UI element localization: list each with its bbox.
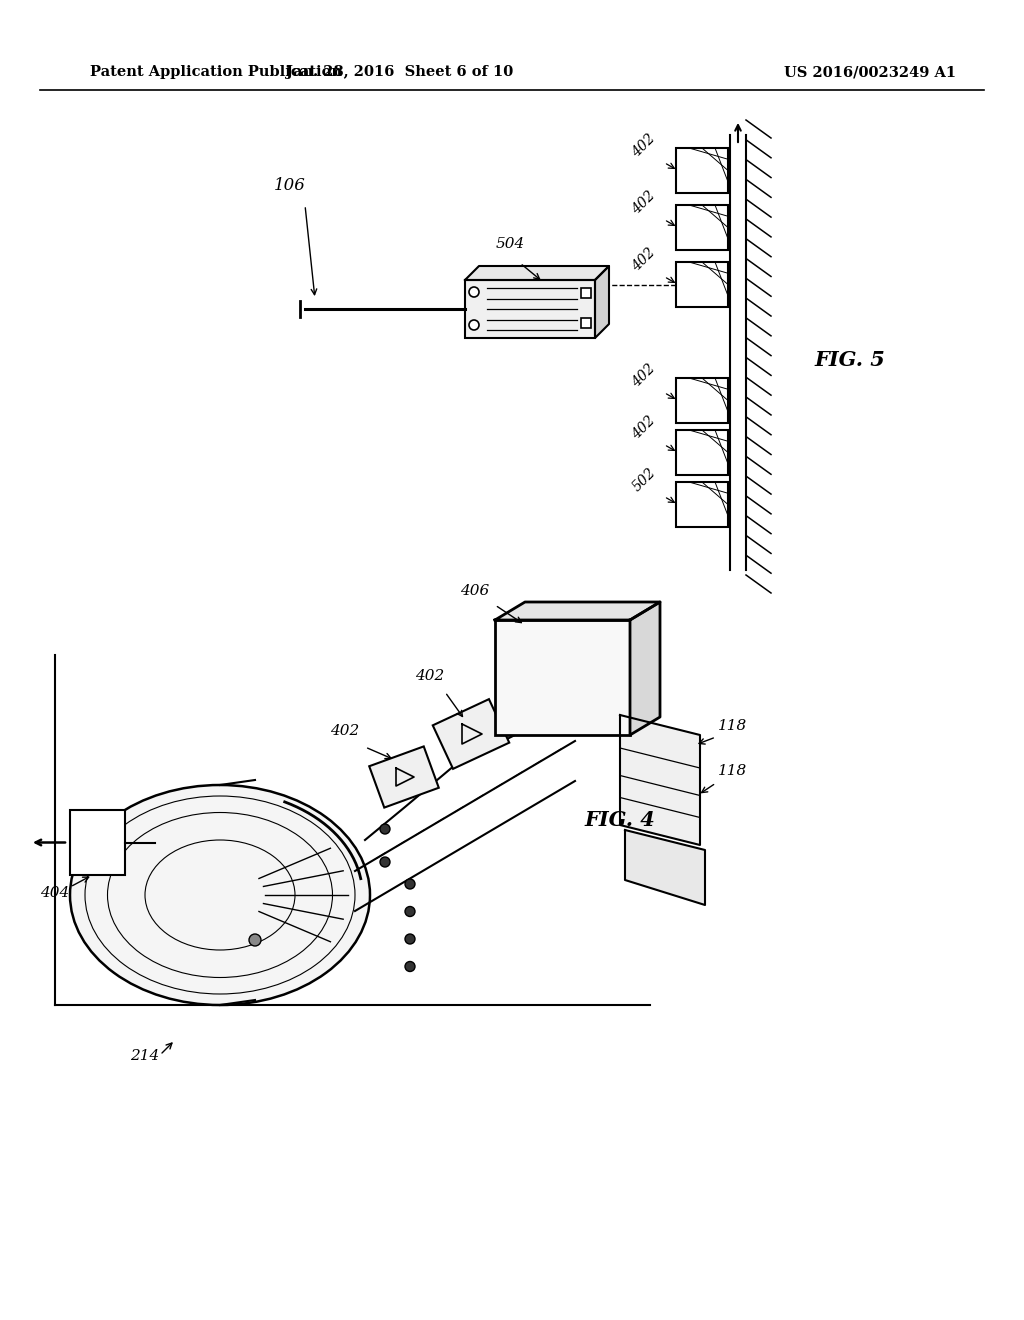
Circle shape [406, 907, 415, 916]
Text: 106: 106 [274, 177, 306, 194]
Circle shape [380, 824, 390, 834]
Text: 402: 402 [630, 189, 658, 218]
Text: 402: 402 [630, 246, 658, 275]
Circle shape [469, 286, 479, 297]
Bar [676, 148, 728, 193]
Polygon shape [433, 700, 509, 768]
Text: 402: 402 [630, 413, 658, 442]
Text: 402: 402 [630, 132, 658, 161]
Circle shape [406, 879, 415, 888]
Text: Jan. 28, 2016  Sheet 6 of 10: Jan. 28, 2016 Sheet 6 of 10 [287, 65, 514, 79]
Text: 406: 406 [461, 583, 489, 598]
Polygon shape [370, 746, 438, 808]
Text: 404: 404 [40, 886, 70, 900]
Circle shape [249, 935, 261, 946]
Text: Patent Application Publication: Patent Application Publication [90, 65, 342, 79]
Bar [676, 378, 728, 422]
Polygon shape [625, 830, 705, 906]
Bar [495, 620, 630, 735]
Polygon shape [465, 267, 609, 280]
Text: 402: 402 [331, 723, 359, 738]
Text: 402: 402 [416, 669, 444, 682]
Bar [676, 430, 728, 475]
Text: 502: 502 [630, 466, 658, 495]
Circle shape [406, 935, 415, 944]
Text: 402: 402 [630, 362, 658, 391]
Bar [465, 280, 595, 338]
Bar [581, 288, 591, 298]
Circle shape [380, 857, 390, 867]
Text: FIG. 4: FIG. 4 [585, 810, 655, 830]
Bar [676, 261, 728, 308]
Text: 214: 214 [130, 1049, 160, 1063]
Text: 504: 504 [496, 238, 524, 251]
Circle shape [406, 961, 415, 972]
Text: US 2016/0023249 A1: US 2016/0023249 A1 [784, 65, 956, 79]
Bar [676, 482, 728, 527]
Polygon shape [620, 715, 700, 845]
Ellipse shape [70, 785, 370, 1005]
Bar [70, 810, 125, 875]
Text: 118: 118 [718, 719, 748, 733]
Polygon shape [595, 267, 609, 338]
Text: FIG. 5: FIG. 5 [815, 350, 886, 370]
Bar [581, 318, 591, 327]
Polygon shape [630, 602, 660, 735]
Bar [676, 205, 728, 249]
Text: 118: 118 [718, 764, 748, 777]
Polygon shape [495, 602, 660, 620]
Circle shape [469, 319, 479, 330]
